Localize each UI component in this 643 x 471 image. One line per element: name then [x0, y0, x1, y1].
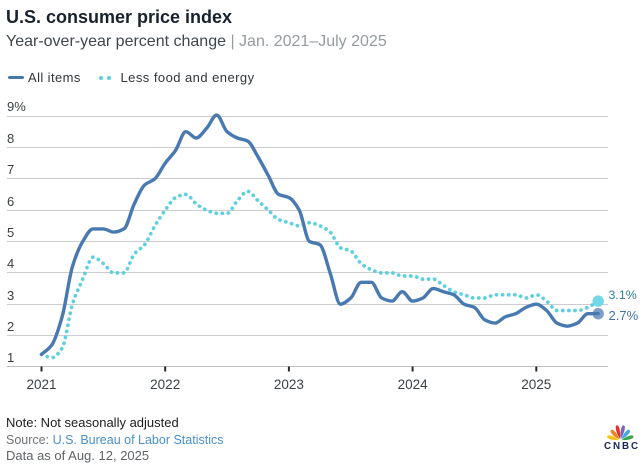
svg-text:CNBC: CNBC: [604, 441, 640, 452]
